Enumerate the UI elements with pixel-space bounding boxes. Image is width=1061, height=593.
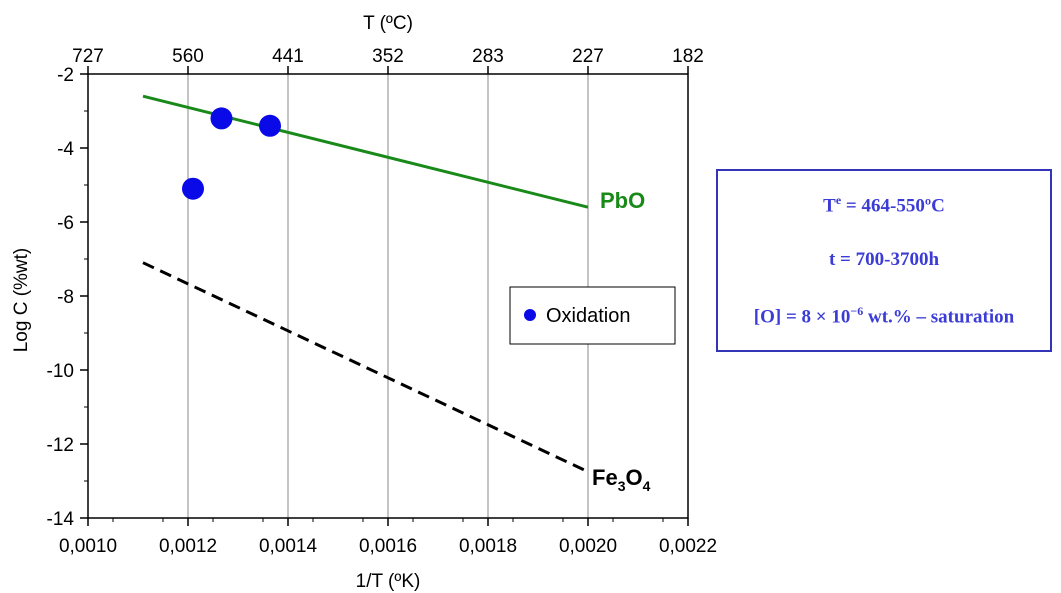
top-tick-label: 560 <box>172 46 204 67</box>
top-axis: 727 560 441 352 283 227 182 <box>72 46 704 74</box>
conditions-temperature-symbol: T <box>823 195 836 217</box>
conditions-box: Te = 464-550ºC t = 700-3700h [O] = 8 × 1… <box>716 169 1052 352</box>
top-tick-label: 182 <box>672 46 704 67</box>
top-axis-title: T (ºC) <box>363 13 413 34</box>
conditions-temperature-range: = 464-550ºC <box>841 195 945 217</box>
pbo-label: PbO <box>600 188 645 213</box>
fe3o4-label-sub2: 4 <box>643 478 651 494</box>
conditions-time: t = 700-3700h <box>828 249 940 271</box>
x-axis-title: 1/T (ºK) <box>356 571 421 592</box>
fe3o4-label: Fe3O4 <box>592 465 651 494</box>
x-axis: 0,0010 0,0012 0,0014 0,0016 0,0018 0,0020 0,00… <box>59 518 717 557</box>
y-tick-label: -4 <box>57 139 74 160</box>
top-tick-label: 283 <box>472 46 504 67</box>
legend-oxidation-marker <box>524 309 536 321</box>
conditions-temperature: Te = 464-550ºC <box>823 193 945 217</box>
y-tick-label: -12 <box>47 435 74 456</box>
top-tick-label: 352 <box>372 46 404 67</box>
oxidation-point <box>259 114 281 137</box>
y-tick-label: -8 <box>57 287 74 308</box>
top-tick-label: 727 <box>72 46 104 67</box>
x-tick-label: 0,0010 <box>59 536 117 557</box>
y-axis: -14 -12 -10 -8 -6 -4 -2 <box>47 65 88 530</box>
conditions-oxygen: [O] = 8 × 10−6 wt.% – saturation <box>754 304 1014 328</box>
conditions-oxygen-post: wt.% – saturation <box>863 305 1015 327</box>
conditions-temperature-sup: e <box>835 193 842 208</box>
x-tick-label: 0,0016 <box>359 536 417 557</box>
y-tick-label: -10 <box>47 361 74 382</box>
x-tick-label: 0,0022 <box>659 536 717 557</box>
y-tick-label: -6 <box>57 213 74 234</box>
conditions-oxygen-sup: −6 <box>850 303 864 318</box>
legend-box <box>509 286 676 345</box>
fe3o4-label-sub1: 3 <box>618 478 626 494</box>
top-tick-label: 441 <box>272 46 304 67</box>
x-tick-label: 0,0020 <box>559 536 617 557</box>
y-tick-label: -2 <box>57 65 74 86</box>
pbo-line <box>142 94 589 209</box>
x-tick-label: 0,0012 <box>159 536 217 557</box>
legend-oxidation-label: Oxidation <box>546 305 631 327</box>
oxidation-point <box>210 107 233 130</box>
conditions-oxygen-pre: [O] = 8 × 10 <box>753 305 851 327</box>
fe3o4-line <box>142 261 589 474</box>
top-tick-label: 227 <box>572 46 604 67</box>
y-tick-label: -14 <box>47 509 75 530</box>
oxidation-point <box>182 177 204 200</box>
series-layer <box>142 94 589 474</box>
x-tick-label: 0,0014 <box>259 536 318 557</box>
x-tick-label: 0,0018 <box>459 536 517 557</box>
fe3o4-label-o: O <box>625 465 642 490</box>
fe3o4-label-fe: Fe <box>592 465 618 490</box>
y-axis-title: Log C (%wt) <box>11 248 32 353</box>
